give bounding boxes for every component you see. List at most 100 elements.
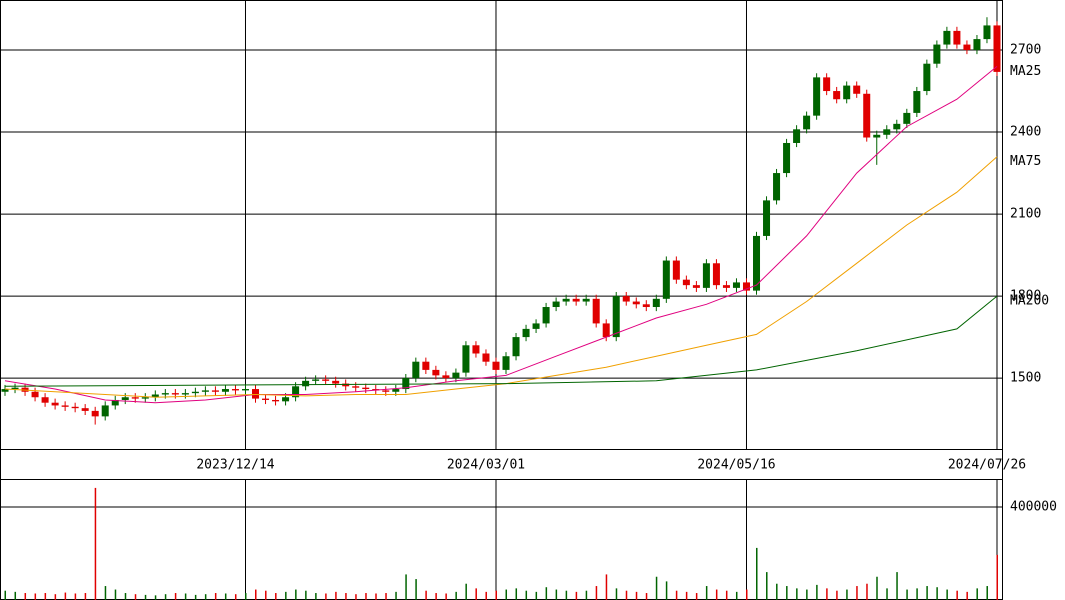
volume-bar: [325, 593, 327, 600]
volume-bar: [64, 592, 67, 600]
candle-body: [692, 285, 700, 288]
candle-body: [712, 263, 720, 286]
candle-body: [652, 298, 660, 308]
volume-bar: [766, 572, 768, 600]
volume-bar: [515, 588, 518, 600]
volume-bar: [345, 593, 347, 600]
volume-bar: [405, 574, 407, 600]
legend-label: MA75: [1010, 154, 1041, 169]
volume-bar: [305, 590, 307, 600]
volume-bar: [776, 583, 778, 600]
volume-bar: [375, 593, 377, 600]
volume-bar: [816, 584, 818, 600]
volume-bar: [876, 576, 878, 600]
volume-bar: [14, 591, 17, 600]
volume-bar: [365, 593, 367, 600]
candle-body: [332, 380, 340, 384]
candle-body: [352, 386, 360, 388]
candle-body: [111, 399, 119, 406]
volume-bar: [525, 590, 528, 600]
volume-bar: [695, 593, 698, 600]
volume-bar: [585, 590, 588, 600]
volume-bar: [605, 574, 608, 600]
volume-bar: [154, 595, 157, 600]
volume-bar: [224, 593, 227, 600]
candle-body: [522, 328, 530, 338]
candle-body: [161, 393, 169, 395]
ma-line: [4, 66, 998, 404]
volume-bar: [886, 588, 888, 600]
y-tick-label: 1800: [1010, 289, 1041, 304]
volume-bar: [645, 593, 648, 600]
candle-body: [843, 85, 851, 100]
candle-body: [682, 279, 690, 286]
volume-bar: [104, 586, 107, 600]
volume-bar: [735, 591, 738, 600]
volume-bar: [675, 590, 678, 600]
candle-body: [933, 44, 941, 64]
volume-bar: [455, 591, 457, 600]
volume-bar: [625, 590, 628, 600]
candle-body: [893, 123, 901, 130]
volume-bar: [124, 593, 127, 600]
legend-label: MA200: [1010, 294, 1049, 309]
volume-bar: [715, 589, 718, 600]
volume-bar: [425, 590, 427, 600]
volume-bar: [575, 591, 578, 600]
volume-bar: [976, 588, 978, 600]
candle-body: [983, 25, 991, 40]
candle-body: [813, 77, 821, 116]
candle-body: [292, 386, 300, 398]
volume-bar: [355, 594, 357, 600]
ma-line: [4, 295, 998, 387]
candle-body: [312, 379, 320, 381]
candle-body: [181, 393, 189, 395]
volume-bar: [485, 591, 487, 600]
volume-bar: [74, 593, 77, 600]
volume-bar: [315, 593, 317, 600]
candle-body: [763, 200, 771, 236]
candle-body: [422, 361, 430, 370]
volume-bar: [725, 590, 728, 600]
volume-bar: [535, 591, 538, 600]
candle-body: [953, 30, 961, 45]
volume-bar: [966, 591, 968, 600]
candle-body: [81, 408, 89, 411]
candle-body: [282, 397, 290, 402]
candle-body: [342, 383, 350, 387]
candle-body: [241, 389, 249, 391]
x-tick-label: 2024/03/01: [447, 458, 525, 473]
y-tick-label: 1500: [1010, 371, 1041, 386]
y-tick-label: 2700: [1010, 43, 1041, 58]
volume-bar: [906, 589, 908, 600]
volume-bar: [54, 594, 57, 600]
candle-body: [753, 235, 761, 291]
volume-bar: [866, 583, 868, 600]
volume-bar: [806, 589, 808, 600]
volume-bar: [134, 594, 137, 600]
candle-body: [61, 405, 69, 407]
volume-bar: [685, 591, 688, 600]
volume-bar: [665, 581, 668, 600]
volume-bar: [615, 588, 618, 600]
candle-body: [632, 301, 640, 305]
candle-body: [562, 298, 570, 302]
candle-body: [903, 112, 911, 124]
volume-bar: [896, 572, 898, 600]
ma-line: [4, 156, 998, 398]
volume-bar: [194, 594, 197, 600]
candle-body: [722, 285, 730, 288]
volume-bar: [204, 594, 207, 600]
candle-body: [582, 298, 590, 302]
volume-bar: [265, 590, 267, 600]
candle-body: [773, 173, 781, 201]
candle-body: [833, 91, 841, 100]
candle-body: [11, 387, 19, 390]
candle-body: [231, 389, 239, 391]
x-tick-label: 2024/05/16: [697, 458, 775, 473]
volume-bar: [285, 591, 287, 600]
legend-label: MA25: [1010, 64, 1041, 79]
y-tick-label: 400000: [1010, 499, 1057, 514]
volume-bar: [495, 590, 497, 600]
